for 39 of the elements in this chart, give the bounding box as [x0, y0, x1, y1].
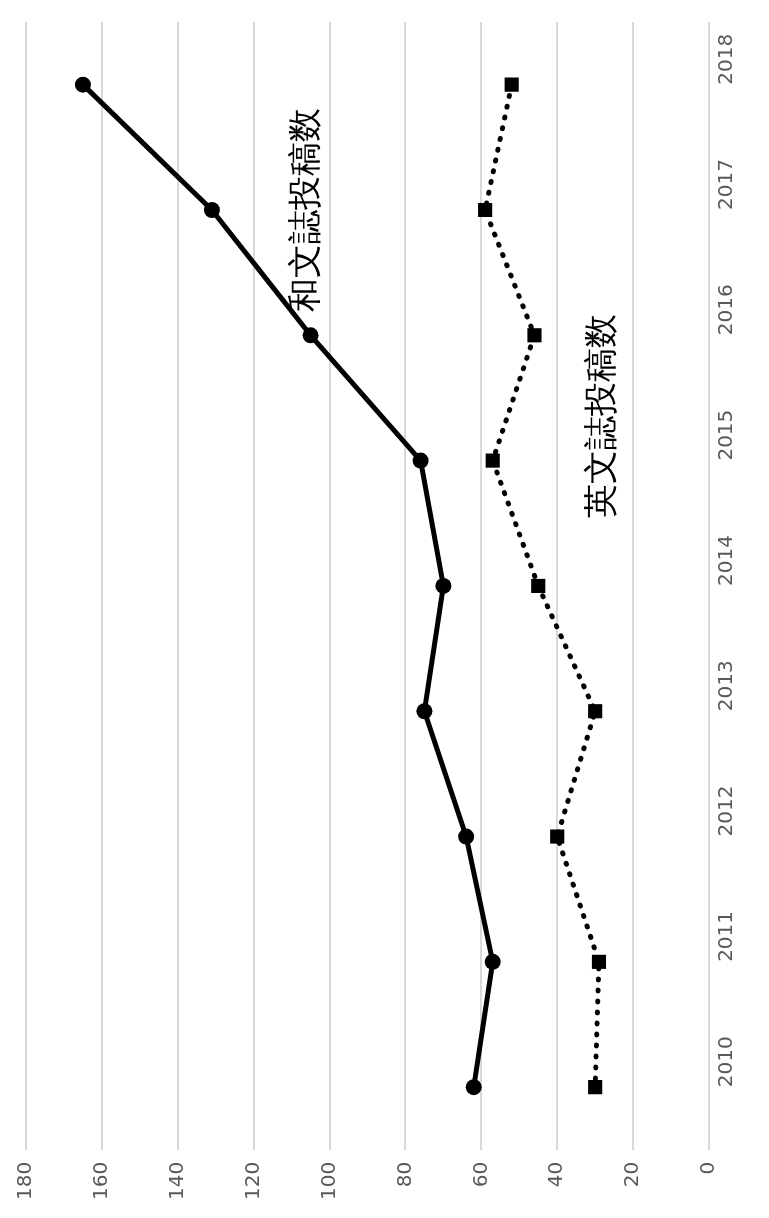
- x-tick-label: 60: [467, 1161, 492, 1188]
- x-tick-label: 160: [88, 1161, 113, 1201]
- point: [504, 77, 519, 92]
- x-tick-label: 0: [695, 1161, 720, 1175]
- point: [416, 703, 433, 720]
- x-tick-label: 80: [391, 1161, 416, 1188]
- y-tick-label: 2016: [713, 284, 738, 336]
- point: [485, 453, 500, 468]
- point: [412, 452, 429, 469]
- x-tick-label: 140: [163, 1161, 188, 1201]
- point: [588, 1080, 603, 1095]
- x-tick-label: 40: [543, 1161, 568, 1188]
- point: [588, 704, 603, 719]
- point: [591, 954, 607, 969]
- x-tick-label: 100: [315, 1161, 340, 1201]
- point: [550, 829, 565, 844]
- text: 英文誌投稿数: [579, 313, 620, 518]
- x-tick-label: 20: [619, 1161, 644, 1188]
- y-tick-label: 2018: [713, 33, 738, 85]
- point: [527, 328, 542, 343]
- point: [458, 828, 475, 845]
- y-tick-label: 2013: [713, 660, 738, 712]
- point: [435, 577, 452, 594]
- y-tick-label: 2011: [713, 910, 738, 962]
- y-tick-label: 2014: [713, 535, 738, 586]
- text: 和文誌投稿数: [283, 107, 324, 312]
- x-tick-label: 180: [12, 1161, 37, 1201]
- y-tick-label: 2010: [713, 1036, 738, 1088]
- point: [74, 76, 91, 93]
- y-tick-label: 2017: [713, 159, 738, 210]
- point: [203, 201, 220, 218]
- point: [478, 202, 493, 218]
- y-tick-label: 2015: [713, 409, 738, 461]
- point: [484, 953, 501, 970]
- point: [302, 327, 319, 344]
- y-tick-label: 2012: [713, 785, 738, 837]
- point: [531, 578, 546, 593]
- point: [465, 1079, 482, 1096]
- x-tick-label: 120: [239, 1161, 264, 1201]
